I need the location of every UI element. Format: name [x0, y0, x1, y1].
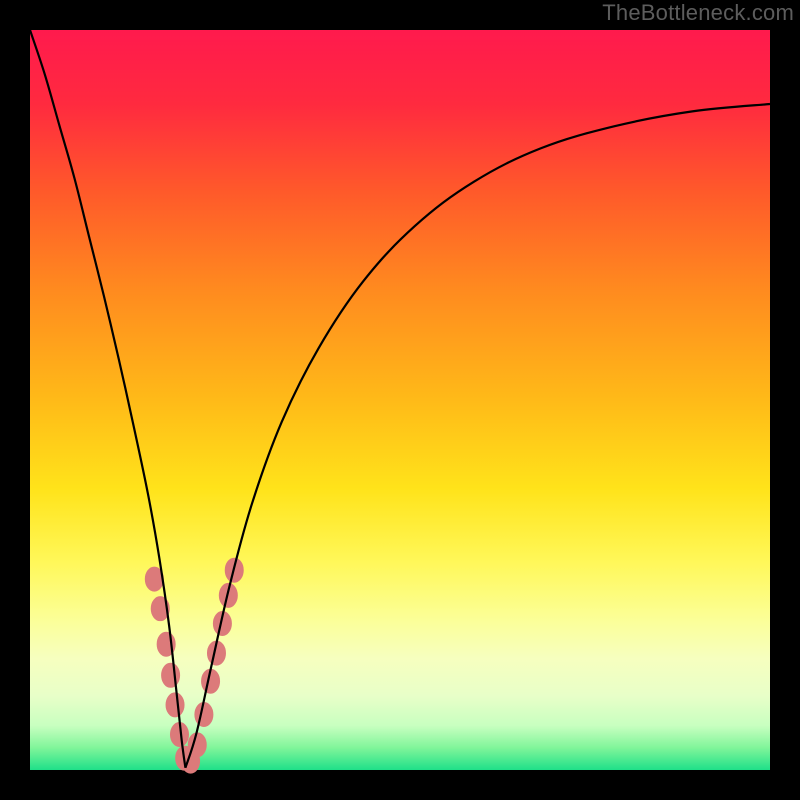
data-marker [195, 703, 213, 727]
plot-background [30, 30, 770, 770]
bottleneck-chart-svg [0, 0, 800, 800]
data-marker [166, 693, 184, 717]
chart-stage: TheBottleneck.com [0, 0, 800, 800]
data-marker [162, 663, 180, 687]
